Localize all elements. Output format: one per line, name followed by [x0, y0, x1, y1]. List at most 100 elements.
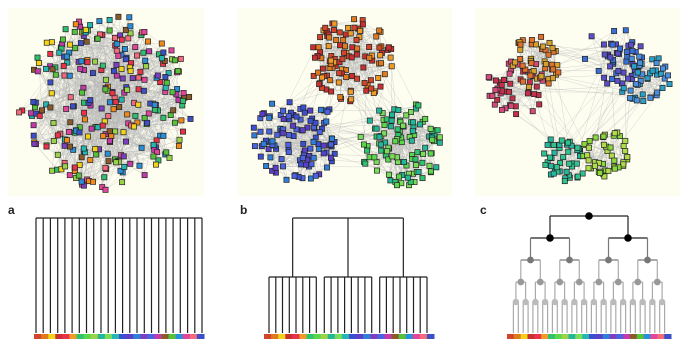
- dendrogram-lines: [268, 217, 428, 333]
- dendrogram-node: [610, 298, 617, 306]
- network-node: [538, 33, 545, 40]
- network-node: [541, 150, 548, 157]
- network-node: [417, 121, 423, 128]
- network-node: [574, 173, 581, 180]
- leaf-color-cell: [285, 334, 293, 339]
- network-node: [622, 148, 629, 154]
- network-node: [433, 164, 440, 171]
- leaf-color-cell: [398, 334, 407, 339]
- network-node: [394, 182, 400, 189]
- network-node: [628, 41, 635, 48]
- network-node: [300, 140, 307, 147]
- network-node: [102, 164, 109, 171]
- network-node: [349, 73, 356, 79]
- network-node: [67, 94, 74, 101]
- network-node: [408, 137, 415, 144]
- network-node: [163, 79, 170, 86]
- network-node: [141, 29, 148, 35]
- network-node: [392, 138, 399, 145]
- leaf-color-cell: [104, 334, 113, 339]
- network-node: [274, 131, 281, 138]
- network-node: [113, 41, 120, 48]
- network-node: [176, 136, 183, 143]
- network-node: [366, 44, 373, 50]
- network-node: [157, 79, 164, 86]
- network-node: [28, 110, 35, 117]
- network-node: [353, 51, 360, 58]
- network-node: [170, 107, 177, 114]
- network-node: [498, 82, 505, 89]
- network-node: [153, 161, 159, 168]
- leaf-color-cell: [97, 334, 106, 339]
- network-node: [568, 142, 575, 149]
- network-node: [35, 60, 42, 66]
- network-node: [323, 118, 330, 125]
- network-node: [162, 74, 169, 80]
- network-node: [357, 27, 364, 34]
- network-node: [387, 123, 394, 130]
- network-node: [152, 107, 159, 114]
- network-node: [557, 160, 564, 167]
- network-node: [87, 97, 94, 104]
- network-node: [135, 74, 142, 81]
- network-node: [187, 115, 194, 122]
- dendrogram-node: [629, 298, 637, 306]
- network-node: [90, 178, 96, 185]
- network-node: [257, 153, 264, 160]
- network-node: [115, 13, 122, 20]
- network-node: [415, 102, 422, 109]
- network-node: [628, 55, 635, 62]
- network-node: [614, 77, 621, 84]
- leaf-color-cell: [616, 334, 624, 339]
- network-node: [259, 111, 266, 118]
- network-node: [531, 91, 538, 98]
- network-node: [71, 164, 78, 171]
- network-node: [124, 111, 131, 118]
- network-node: [285, 141, 292, 148]
- network-node: [565, 148, 572, 155]
- network-node: [94, 124, 101, 131]
- network-node: [426, 162, 433, 169]
- network-node: [312, 54, 318, 61]
- dendrogram-node: [585, 212, 593, 220]
- network-node: [100, 133, 107, 140]
- leaf-color-cell: [664, 334, 672, 339]
- network-node: [324, 164, 330, 171]
- network-node: [347, 88, 354, 95]
- network-node: [617, 45, 624, 52]
- network-node: [607, 63, 614, 70]
- network-node: [549, 45, 556, 52]
- network-node: [427, 168, 434, 175]
- network-node: [381, 71, 388, 78]
- network-node: [348, 54, 355, 61]
- network-node: [77, 40, 84, 47]
- network-node: [316, 129, 323, 136]
- network-node: [93, 151, 100, 158]
- network-node: [548, 163, 555, 170]
- network-node: [98, 105, 105, 112]
- network-node: [624, 48, 631, 55]
- network-node: [312, 172, 319, 179]
- network-node: [509, 95, 516, 102]
- network-node: [632, 81, 639, 87]
- network-node: [507, 80, 514, 87]
- network-node: [307, 117, 314, 124]
- network-node: [145, 38, 151, 45]
- network-node: [126, 14, 133, 21]
- network-node: [368, 85, 375, 92]
- leaf-color-cell: [595, 334, 604, 339]
- network-node: [385, 44, 392, 51]
- network-node: [63, 105, 70, 112]
- leaf-color-cell: [643, 334, 651, 339]
- leaf-color-cell: [589, 334, 597, 339]
- network-node: [492, 87, 499, 94]
- network-node: [88, 125, 95, 132]
- network-node: [519, 78, 526, 85]
- network-node: [132, 112, 139, 119]
- network-node: [489, 92, 496, 99]
- network-node: [361, 141, 367, 148]
- network-node: [135, 86, 142, 93]
- network-node: [312, 119, 319, 126]
- network-node: [378, 147, 385, 154]
- network-node: [87, 22, 94, 29]
